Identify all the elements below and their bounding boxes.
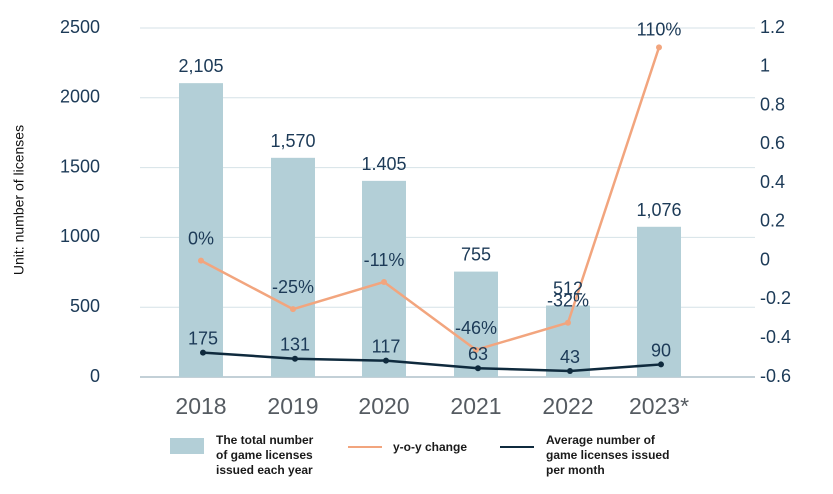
- yoy-value-label: -25%: [272, 277, 314, 297]
- yoy-line: [200, 46, 661, 352]
- bar: [362, 180, 406, 377]
- yoy-point: [198, 257, 204, 264]
- legend-bar-swatch: [170, 438, 204, 454]
- yoy-point: [473, 346, 479, 353]
- bar: [454, 271, 498, 377]
- bar: [179, 83, 223, 377]
- y2-tick-label: 0.8: [760, 94, 785, 114]
- legend-bar-label: The total number of game licenses issued…: [216, 433, 314, 477]
- legend-yoy-swatch: [348, 446, 382, 448]
- y2-tick-label: -0.6: [760, 366, 791, 386]
- y2-tick-label: 0.4: [760, 172, 785, 192]
- legend-yoy-label: y-o-y change: [393, 440, 468, 454]
- avg-line: [202, 351, 662, 373]
- y2-tick-label: 1.2: [760, 17, 785, 37]
- yoy-value-label: -46%: [455, 318, 497, 338]
- avg-value-label: 43: [560, 347, 580, 367]
- bar-value-label: 755: [461, 245, 491, 265]
- avg-value-label: 175: [188, 329, 218, 349]
- avg-value-label: 117: [372, 337, 401, 357]
- x-tick-label: 2018: [175, 393, 226, 419]
- yoy-point: [290, 306, 296, 313]
- yoy-value-label: 110%: [637, 19, 682, 39]
- avg-value-label: 90: [651, 340, 671, 360]
- y-tick-label: 1000: [60, 226, 100, 246]
- yoy-value-label: 0%: [188, 229, 214, 249]
- bar-value-label: 1,076: [636, 200, 681, 220]
- x-tick-label: 2023*: [629, 393, 689, 419]
- bar-value-label: 512: [553, 279, 583, 299]
- bar-series: [179, 83, 681, 377]
- yoy-point: [565, 319, 571, 326]
- avg-point: [567, 367, 573, 374]
- y-axis-label: Unit: number of licenses: [11, 125, 27, 275]
- data-labels: 2,105 1,570 1.405 755 512 1,076 0% -25% -11% -46%…: [178, 19, 681, 367]
- y-tick-label: 0: [90, 366, 100, 386]
- avg-point: [383, 357, 389, 364]
- avg-value-label: 63: [468, 344, 488, 364]
- avg-value-label: 131: [280, 335, 310, 355]
- avg-point: [292, 355, 298, 362]
- avg-point: [658, 361, 664, 368]
- yoy-value-label: -11%: [364, 250, 405, 270]
- y2-tick-label: 0: [760, 249, 770, 269]
- legend-avg-swatch: [500, 446, 534, 448]
- axes: 0 500 1000 1500 2000 2500 -0.6 -0.4 -0.2 0 0.2 0.4 0…: [60, 17, 791, 419]
- line-series: [198, 44, 664, 374]
- x-tick-label: 2021: [450, 393, 501, 419]
- legend-avg-label: Average number of game licenses issued p…: [546, 433, 670, 477]
- x-tick-label: 2019: [267, 393, 318, 419]
- x-tick-label: 2020: [358, 393, 409, 419]
- bar-value-label: 2,105: [178, 56, 223, 76]
- yoy-point: [656, 44, 662, 51]
- bar: [637, 226, 681, 377]
- bar: [271, 157, 315, 377]
- x-tick-label: 2022: [542, 393, 593, 419]
- y2-tick-label: -0.4: [760, 327, 791, 347]
- y2-tick-label: 1: [760, 56, 770, 76]
- yoy-point: [381, 278, 387, 285]
- bar-value-label: 1,570: [270, 131, 315, 151]
- bar: [546, 305, 590, 377]
- bar-value-label: 1.405: [361, 154, 406, 174]
- y2-tick-label: 0.6: [760, 133, 785, 153]
- y2-tick-label: -0.2: [760, 288, 791, 308]
- avg-point: [200, 349, 206, 356]
- yoy-value-label: -32%: [547, 291, 589, 311]
- y-tick-label: 500: [70, 296, 100, 316]
- y-tick-label: 1500: [60, 156, 100, 176]
- y-tick-label: 2000: [60, 87, 100, 107]
- y2-tick-label: 0.2: [760, 211, 785, 231]
- avg-point: [475, 365, 481, 372]
- y-tick-label: 2500: [60, 17, 100, 37]
